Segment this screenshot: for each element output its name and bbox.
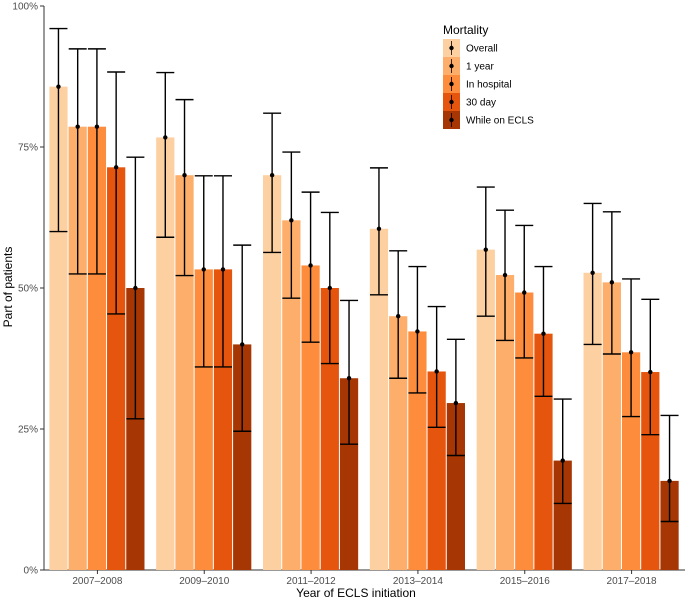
axes: 0% 25% 50% 75% 100% 2007–2008 2009–2010 2011–20… xyxy=(12,2,685,587)
y-tick-label: 50% xyxy=(18,284,38,295)
point-estimate xyxy=(483,247,488,252)
bar xyxy=(213,269,233,570)
legend-key-point xyxy=(449,117,454,123)
point-estimate xyxy=(667,478,672,484)
bar xyxy=(534,333,553,570)
point-estimate xyxy=(628,350,634,355)
point-estimate xyxy=(415,329,420,334)
bar xyxy=(263,175,282,570)
bar xyxy=(320,288,339,570)
bar xyxy=(446,403,465,570)
bar xyxy=(621,352,641,570)
point-estimate xyxy=(182,173,187,178)
bar xyxy=(427,371,446,570)
legend: Mortality Overall 1 year In hospital 30 day… xyxy=(443,23,534,129)
bars xyxy=(49,86,679,571)
x-tick-label: 2013–2014 xyxy=(393,576,443,587)
bar xyxy=(339,378,359,570)
point-estimate xyxy=(346,376,352,381)
y-axis-title: Part of patients xyxy=(1,247,15,328)
bar xyxy=(49,86,68,570)
x-tick-label: 2009–2010 xyxy=(179,576,229,587)
point-estimate xyxy=(240,342,245,347)
legend-label: In hospital xyxy=(466,80,512,91)
point-estimate xyxy=(308,263,313,268)
x-tick-label: 2015–2016 xyxy=(500,576,550,587)
point-estimate xyxy=(220,267,226,272)
legend-label: While on ECLS xyxy=(466,116,534,127)
point-estimate xyxy=(289,218,294,223)
point-estimate xyxy=(75,124,80,129)
bar xyxy=(68,126,87,571)
bar xyxy=(476,249,495,570)
legend-label: Overall xyxy=(466,44,498,55)
bar xyxy=(175,175,194,570)
legend-key-point xyxy=(449,45,454,51)
point-estimate xyxy=(434,369,439,374)
point-estimate xyxy=(395,314,401,319)
bar xyxy=(515,292,534,570)
bar xyxy=(87,126,107,571)
bar xyxy=(233,344,252,570)
point-estimate xyxy=(133,285,138,291)
point-estimate xyxy=(269,173,275,178)
legend-key-point xyxy=(449,63,454,69)
legend-key-point xyxy=(449,81,454,87)
bar xyxy=(194,269,213,570)
point-estimate xyxy=(502,272,508,278)
x-tick-label: 2017–2018 xyxy=(607,576,657,587)
point-estimate xyxy=(522,290,527,295)
bar xyxy=(389,316,408,570)
y-tick-label: 0% xyxy=(24,566,39,577)
point-estimate xyxy=(541,331,546,336)
bar xyxy=(369,228,389,570)
point-estimate xyxy=(327,285,333,291)
x-axis-title: Year of ECLS initiation xyxy=(296,586,416,600)
point-estimate xyxy=(376,226,382,231)
point-estimate xyxy=(201,267,206,272)
legend-key-point xyxy=(449,99,454,105)
point-estimate xyxy=(590,270,595,275)
x-tick-label: 2011–2012 xyxy=(286,576,336,587)
bar xyxy=(107,167,126,570)
point-estimate xyxy=(453,400,459,406)
point-estimate xyxy=(648,369,653,375)
bar xyxy=(126,288,145,570)
bar xyxy=(641,372,660,570)
bar xyxy=(583,272,602,570)
legend-title: Mortality xyxy=(443,23,488,37)
y-tick-label: 25% xyxy=(18,425,38,436)
point-estimate xyxy=(56,84,61,89)
point-estimate xyxy=(94,124,100,129)
x-tick-label: 2007–2008 xyxy=(72,576,122,587)
point-estimate xyxy=(163,135,168,140)
legend-label: 1 year xyxy=(466,62,494,73)
point-estimate xyxy=(113,165,119,170)
bar xyxy=(495,275,515,570)
points xyxy=(56,84,672,484)
bar xyxy=(408,331,427,570)
y-tick-label: 75% xyxy=(18,143,38,154)
point-estimate xyxy=(560,458,565,463)
legend-label: 30 day xyxy=(466,98,496,109)
point-estimate xyxy=(609,280,615,285)
bar xyxy=(660,480,679,570)
y-tick-label: 100% xyxy=(12,2,38,13)
bar xyxy=(282,220,301,570)
bar xyxy=(156,137,175,571)
bar xyxy=(553,460,572,570)
